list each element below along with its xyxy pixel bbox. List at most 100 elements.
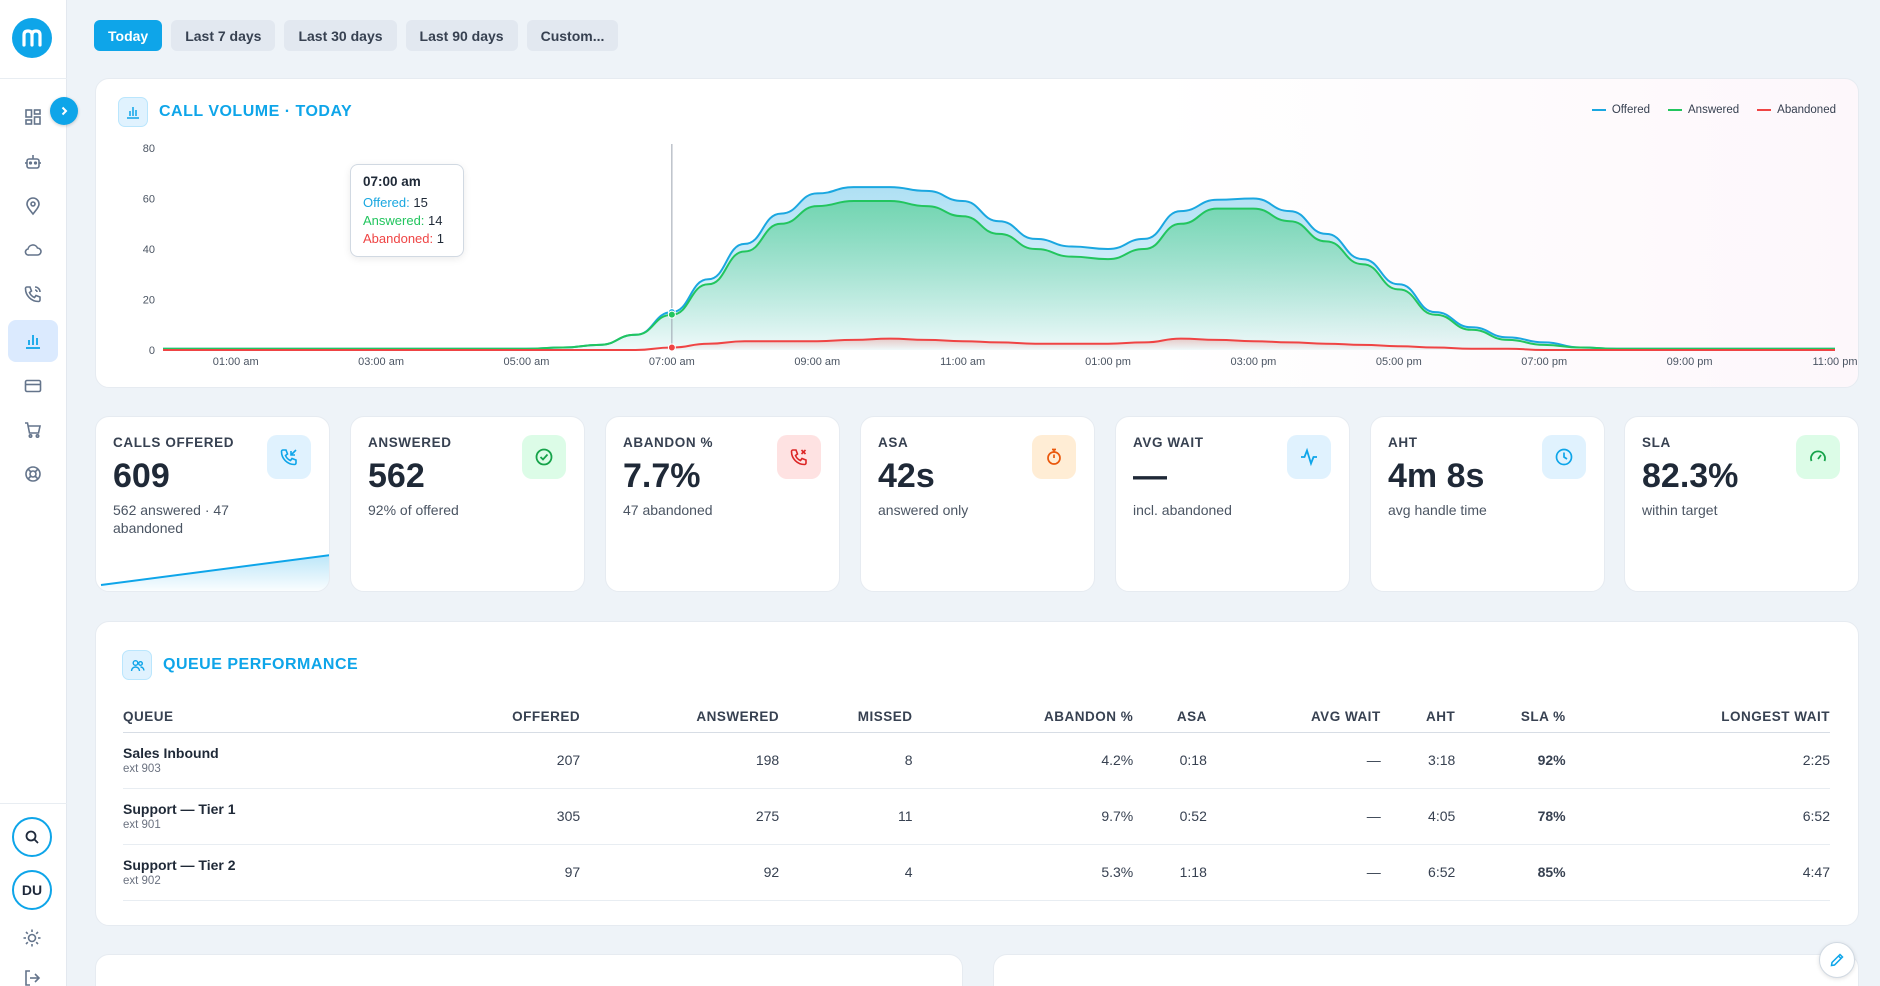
x-tick-label: 09:00 am (794, 356, 840, 368)
filter-last-90-days[interactable]: Last 90 days (405, 20, 518, 51)
offered-cell: 97 (420, 844, 581, 901)
kpi-subtext: 47 abandoned (623, 502, 713, 518)
queue-name: Support — Tier 1 (123, 801, 236, 817)
offered-cell: 305 (420, 788, 581, 845)
sidebar-item-locations[interactable] (8, 186, 58, 226)
tooltip-answered-value: 14 (428, 213, 443, 228)
kpi-abandon-rate[interactable]: ABANDON % 7.7% 47 abandoned (605, 416, 840, 592)
queue-ext: ext 902 (123, 875, 161, 887)
queue-ext: ext 901 (123, 819, 161, 831)
aht-cell: 4:05 (1380, 788, 1456, 845)
tooltip-offered-label: Offered: (363, 195, 410, 210)
queue-name: Support — Tier 2 (123, 857, 236, 873)
col-header-abandon[interactable]: ABANDON % (912, 702, 1134, 733)
tooltip-answered-label: Answered: (363, 213, 425, 228)
search-button[interactable] (12, 817, 52, 857)
avg-wait-cell: — (1206, 732, 1381, 789)
sidebar-item-analytics[interactable] (8, 320, 58, 362)
filter-custom[interactable]: Custom... (526, 20, 619, 51)
chart-legend: Offered Answered Abandoned (1591, 104, 1836, 116)
bottom-right-card (993, 954, 1859, 986)
bar-chart-icon (127, 107, 139, 119)
col-header-offered[interactable]: OFFERED (420, 702, 581, 733)
sidebar-item-calls[interactable] (8, 274, 58, 314)
table-header-row: QUEUE OFFERED ANSWERED MISSED ABANDON % … (123, 702, 1830, 733)
sidebar-item-bots[interactable] (8, 142, 58, 182)
x-tick-label: 11:00 pm (1812, 356, 1857, 368)
asa-cell: 0:18 (1133, 732, 1207, 789)
app-logo[interactable] (12, 18, 52, 58)
table-row[interactable]: Support — Tier 2 ext 902 97 92 4 5.3% 1:1… (123, 844, 1830, 901)
edit-button[interactable] (1819, 942, 1855, 978)
sla-cell: 78% (1455, 788, 1566, 845)
kpi-subtext: 562 answered · 47 abandoned (113, 502, 229, 536)
kpi-aht[interactable]: AHT 4m 8s avg handle time (1370, 416, 1605, 592)
sidebar-item-support[interactable] (8, 454, 58, 494)
sidebar-item-cloud[interactable] (8, 230, 58, 270)
col-header-aht[interactable]: AHT (1380, 702, 1456, 733)
sidebar-expand-button[interactable] (50, 97, 78, 125)
kpi-label: SLA (1642, 435, 1671, 450)
kpi-avg-wait[interactable]: AVG WAIT — incl. abandoned (1115, 416, 1350, 592)
kpi-label: ASA (878, 435, 909, 450)
legend-abandoned[interactable]: Abandoned (1757, 104, 1836, 116)
col-header-asa[interactable]: ASA (1133, 702, 1207, 733)
series-area-answered (163, 201, 1835, 350)
filter-last-30-days[interactable]: Last 30 days (284, 20, 397, 51)
hover-point-abandoned (667, 343, 676, 352)
abandon-cell: 5.3% (912, 844, 1134, 901)
pencil-icon (1830, 953, 1844, 967)
logout-icon[interactable] (22, 968, 42, 986)
tooltip-offered-value: 15 (413, 195, 428, 210)
activity-icon (1301, 447, 1317, 467)
abandon-cell: 9.7% (912, 788, 1134, 845)
sidebar-item-billing[interactable] (8, 366, 58, 406)
series-line-answered (162, 200, 1835, 350)
user-avatar[interactable]: DU (12, 870, 52, 910)
x-tick-label: 09:00 pm (1667, 356, 1713, 368)
col-header-queue[interactable]: QUEUE (123, 702, 421, 733)
col-header-longest-wait[interactable]: LONGEST WAIT (1565, 702, 1830, 733)
sla-cell: 85% (1455, 844, 1566, 901)
cart-icon (25, 422, 41, 439)
kpi-subtext: avg handle time (1388, 502, 1487, 518)
kpi-calls-offered[interactable]: CALLS OFFERED 609 562 answered · 47 aban… (95, 416, 330, 592)
answered-cell: 275 (580, 788, 780, 845)
series-line-abandoned (162, 337, 1835, 351)
kpi-value: 7.7% (623, 457, 701, 495)
longest-wait-cell: 6:52 (1565, 788, 1830, 845)
kpi-asa[interactable]: ASA 42s answered only (860, 416, 1095, 592)
missed-cell: 4 (779, 844, 913, 901)
kpi-label: AHT (1388, 435, 1418, 450)
check-circle-icon (535, 448, 553, 466)
col-header-sla[interactable]: SLA % (1455, 702, 1566, 733)
kpi-subtext: answered only (878, 502, 969, 518)
sidebar-item-dashboard[interactable] (8, 97, 58, 137)
col-header-missed[interactable]: MISSED (779, 702, 913, 733)
tooltip-abandoned-value: 1 (436, 231, 444, 246)
queue-ext: ext 903 (123, 763, 161, 775)
legend-answered[interactable]: Answered (1668, 104, 1739, 116)
table-row[interactable]: Sales Inbound ext 903 207 198 8 4.2% 0:18… (123, 732, 1830, 789)
table-row[interactable]: Support — Tier 1 ext 901 305 275 11 9.7% … (123, 788, 1830, 845)
cloud-icon (24, 244, 42, 256)
users-icon (130, 659, 144, 671)
location-pin-icon (26, 197, 40, 216)
kpi-icon-box (1287, 435, 1331, 479)
answered-cell: 198 (580, 732, 780, 789)
sun-icon[interactable] (22, 928, 42, 948)
filter-last-7-days[interactable]: Last 7 days (171, 20, 276, 51)
filter-today[interactable]: Today (94, 20, 163, 51)
legend-offered[interactable]: Offered (1591, 104, 1650, 116)
kpi-answered[interactable]: ANSWERED 562 92% of offered (350, 416, 585, 592)
kpi-label: CALLS OFFERED (113, 435, 235, 450)
col-header-answered[interactable]: ANSWERED (580, 702, 780, 733)
col-header-avg-wait[interactable]: AVG WAIT (1206, 702, 1381, 733)
avg-wait-cell: — (1206, 844, 1381, 901)
sidebar: DU (0, 0, 67, 986)
kpi-sla[interactable]: SLA 82.3% within target (1624, 416, 1859, 592)
call-volume-chart[interactable]: 0 20 40 60 80 01:00 am 03:00 am 05:00 am 07:00 a… (96, 79, 1860, 389)
sidebar-divider (0, 803, 67, 804)
sidebar-item-store[interactable] (8, 410, 58, 450)
x-tick-label: 03:00 pm (1230, 356, 1276, 368)
